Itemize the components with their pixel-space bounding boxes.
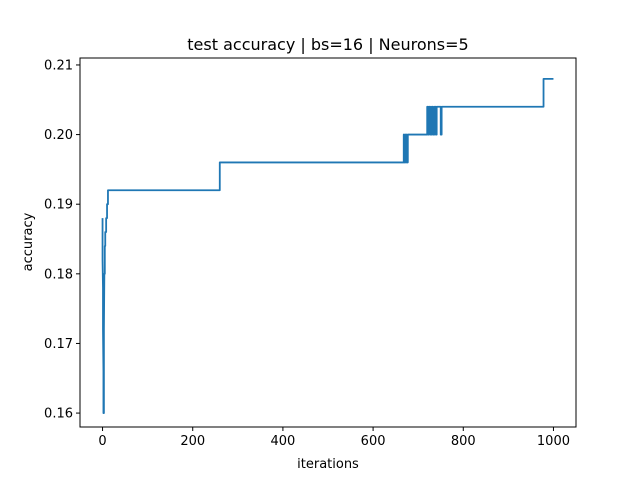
x-tick-label: 1000 <box>537 434 570 449</box>
y-tick-label: 0.21 <box>44 58 73 73</box>
x-axis-ticks: 0 200 400 600 800 1000 <box>98 427 570 449</box>
x-tick-label: 800 <box>451 434 476 449</box>
y-axis-label: accuracy <box>21 212 36 271</box>
accuracy-line <box>101 77 554 414</box>
x-tick-label: 600 <box>361 434 386 449</box>
plot-area <box>80 58 576 427</box>
y-tick-label: 0.20 <box>44 128 73 143</box>
plot-frame <box>79 57 577 428</box>
x-tick-label: 400 <box>270 434 295 449</box>
y-tick-label: 0.16 <box>44 407 73 422</box>
x-tick-label: 200 <box>180 434 205 449</box>
x-axis-label: iterations <box>297 457 359 472</box>
chart-title: test accuracy | bs=16 | Neurons=5 <box>187 35 468 54</box>
series-group <box>101 77 554 414</box>
y-tick-label: 0.19 <box>44 198 73 213</box>
y-axis-ticks: 0.16 0.17 0.18 0.19 0.20 0.21 <box>44 58 80 422</box>
x-tick-label: 0 <box>98 434 106 449</box>
y-tick-label: 0.18 <box>44 267 73 282</box>
y-tick-label: 0.17 <box>44 337 73 352</box>
